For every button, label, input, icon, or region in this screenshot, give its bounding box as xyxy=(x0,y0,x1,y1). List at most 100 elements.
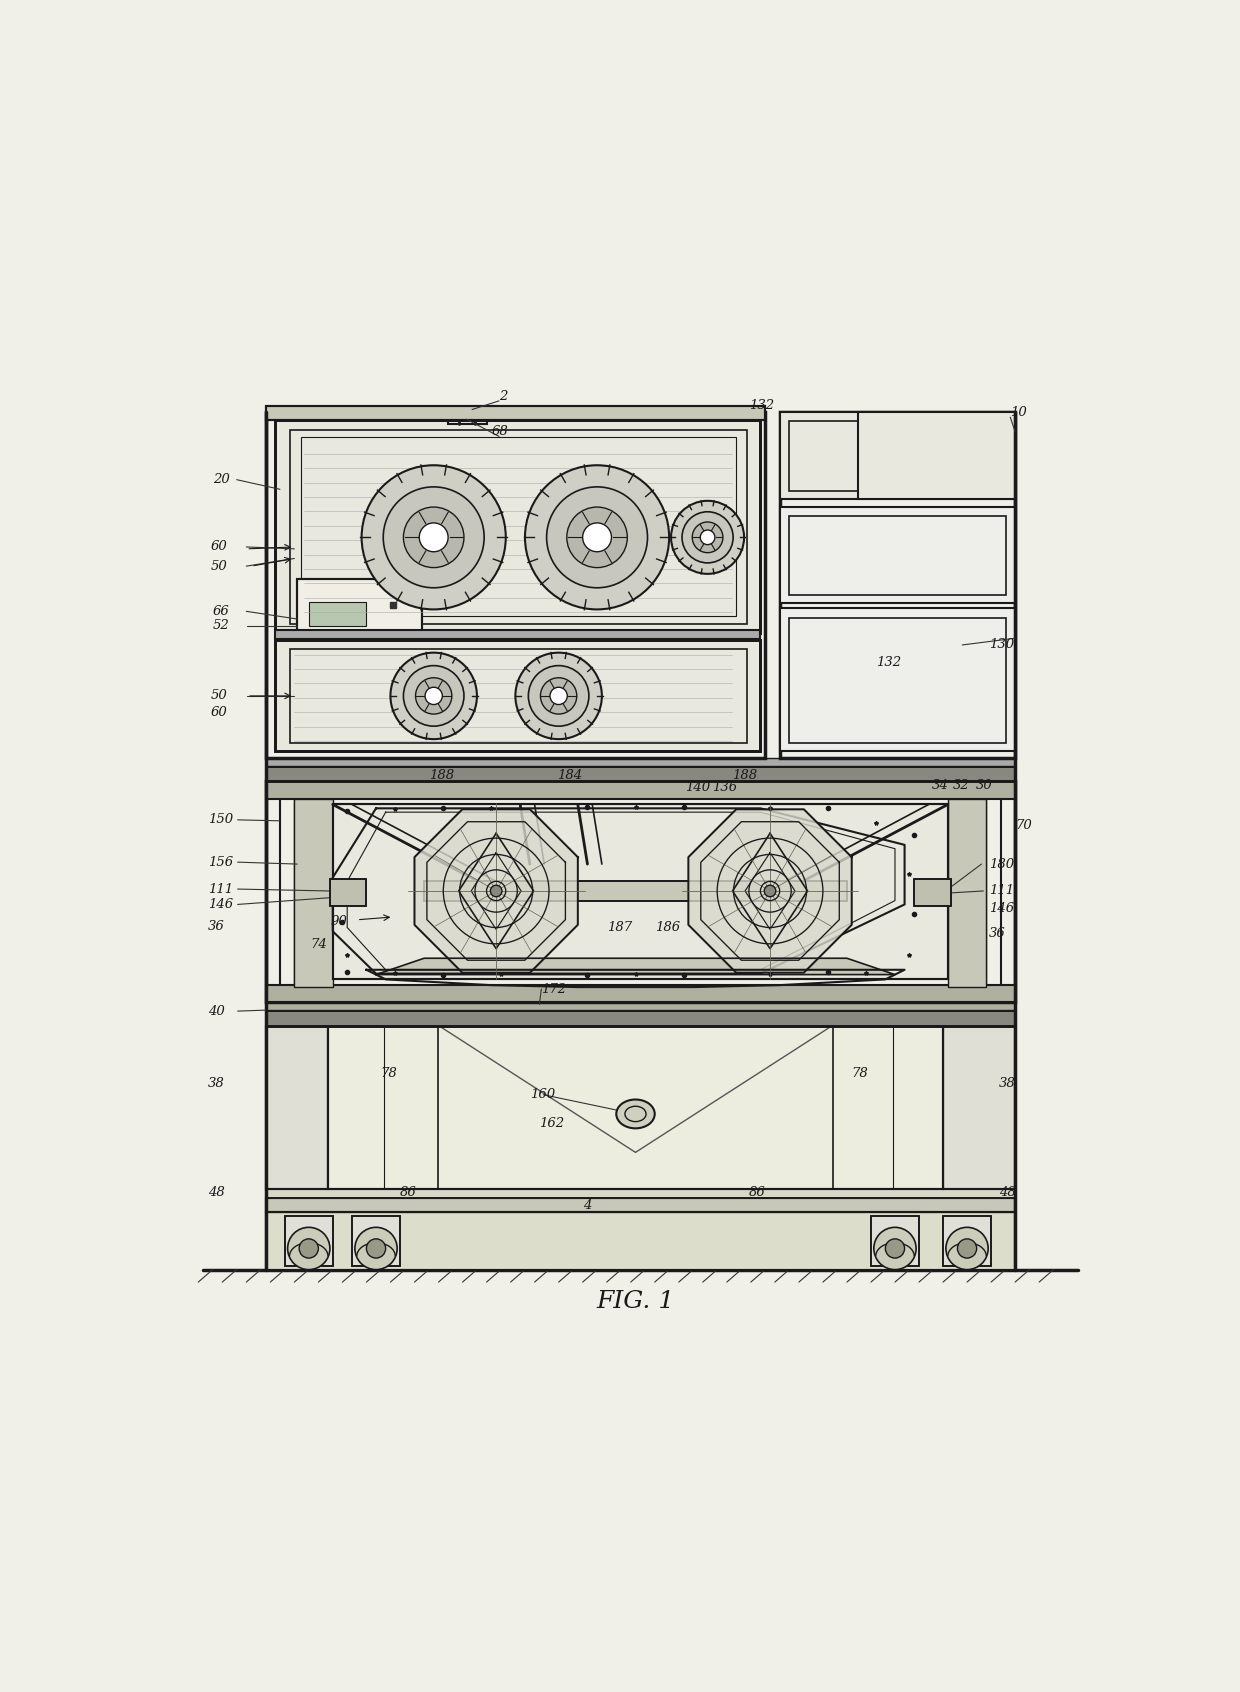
Text: 74: 74 xyxy=(311,939,327,951)
Bar xyxy=(424,882,847,900)
Bar xyxy=(294,799,332,986)
Bar xyxy=(298,579,422,631)
Text: 86: 86 xyxy=(401,1186,417,1200)
Bar xyxy=(265,1010,1016,1025)
Text: 132: 132 xyxy=(749,399,774,413)
Bar xyxy=(458,408,475,418)
Bar xyxy=(265,1025,327,1189)
Bar xyxy=(265,1211,1016,1269)
Bar xyxy=(265,1189,1016,1198)
Bar xyxy=(265,766,1016,782)
Circle shape xyxy=(551,687,567,704)
Text: 188: 188 xyxy=(429,770,454,782)
Bar xyxy=(870,1217,919,1266)
Text: FIG. 1: FIG. 1 xyxy=(596,1289,675,1313)
Text: 180: 180 xyxy=(990,858,1014,871)
Bar xyxy=(352,1217,401,1266)
Circle shape xyxy=(383,487,484,587)
Text: 52: 52 xyxy=(213,619,229,633)
Circle shape xyxy=(367,1239,386,1259)
Bar xyxy=(448,409,486,425)
Bar xyxy=(870,1217,919,1266)
Text: 146: 146 xyxy=(990,902,1014,915)
Bar xyxy=(265,1198,1016,1211)
Text: 136: 136 xyxy=(712,780,738,794)
Bar xyxy=(265,1189,1016,1198)
Polygon shape xyxy=(376,958,895,975)
Bar xyxy=(947,799,986,986)
Polygon shape xyxy=(688,809,852,973)
Circle shape xyxy=(874,1227,916,1269)
Bar xyxy=(309,602,367,626)
Circle shape xyxy=(957,1239,977,1259)
Bar xyxy=(789,516,1007,596)
Bar xyxy=(275,640,760,751)
Bar xyxy=(265,413,765,758)
Text: 60: 60 xyxy=(211,540,227,553)
Bar xyxy=(285,1217,332,1266)
Text: 38: 38 xyxy=(208,1076,224,1090)
Bar xyxy=(942,1217,991,1266)
Circle shape xyxy=(288,1227,330,1269)
Circle shape xyxy=(490,885,502,897)
Text: 187: 187 xyxy=(606,920,632,934)
Text: 20: 20 xyxy=(213,474,229,486)
Bar xyxy=(298,579,422,631)
Text: 78: 78 xyxy=(381,1068,398,1079)
Bar xyxy=(332,804,947,980)
Circle shape xyxy=(525,465,670,609)
Text: 10: 10 xyxy=(1011,406,1027,420)
Bar xyxy=(265,1025,327,1189)
Bar xyxy=(780,413,1016,499)
Circle shape xyxy=(567,508,627,567)
Circle shape xyxy=(299,1239,319,1259)
Bar xyxy=(275,420,760,633)
Circle shape xyxy=(682,511,733,563)
Circle shape xyxy=(885,1239,905,1259)
Bar xyxy=(265,1211,1016,1269)
Circle shape xyxy=(946,1227,988,1269)
Circle shape xyxy=(528,665,589,726)
Text: 66: 66 xyxy=(213,604,229,618)
Bar xyxy=(330,880,367,907)
Bar xyxy=(265,782,1016,1002)
Text: 34: 34 xyxy=(931,778,949,792)
Circle shape xyxy=(583,523,611,552)
Text: 48: 48 xyxy=(998,1186,1016,1200)
Text: 184: 184 xyxy=(557,770,582,782)
Text: 38: 38 xyxy=(998,1076,1016,1090)
Bar xyxy=(914,880,951,907)
Bar xyxy=(332,804,947,980)
Text: 50: 50 xyxy=(211,689,227,702)
Bar xyxy=(942,1217,991,1266)
Text: 50: 50 xyxy=(211,560,227,572)
Bar xyxy=(294,797,986,986)
Text: 4: 4 xyxy=(583,1198,591,1211)
Bar xyxy=(275,640,760,751)
Bar xyxy=(265,406,765,420)
Text: 150: 150 xyxy=(208,814,233,826)
Bar xyxy=(942,1025,1016,1189)
Bar xyxy=(265,782,1016,799)
Bar xyxy=(352,1217,401,1266)
Text: 132: 132 xyxy=(875,656,901,668)
Bar xyxy=(265,766,1016,782)
Bar xyxy=(275,420,760,633)
Bar xyxy=(914,880,951,907)
Circle shape xyxy=(355,1227,397,1269)
Text: 86: 86 xyxy=(749,1186,765,1200)
Text: 188: 188 xyxy=(732,770,756,782)
Circle shape xyxy=(547,487,647,587)
Bar xyxy=(280,788,1001,995)
Bar xyxy=(290,430,746,624)
Text: 160: 160 xyxy=(529,1088,556,1101)
Bar xyxy=(265,1010,1016,1025)
Text: 36: 36 xyxy=(990,927,1006,939)
Polygon shape xyxy=(414,809,578,973)
Text: 130: 130 xyxy=(990,638,1014,651)
Bar xyxy=(275,629,760,640)
Circle shape xyxy=(764,885,776,897)
Bar xyxy=(265,406,765,420)
Bar xyxy=(780,609,1016,751)
Text: 36: 36 xyxy=(208,920,224,932)
